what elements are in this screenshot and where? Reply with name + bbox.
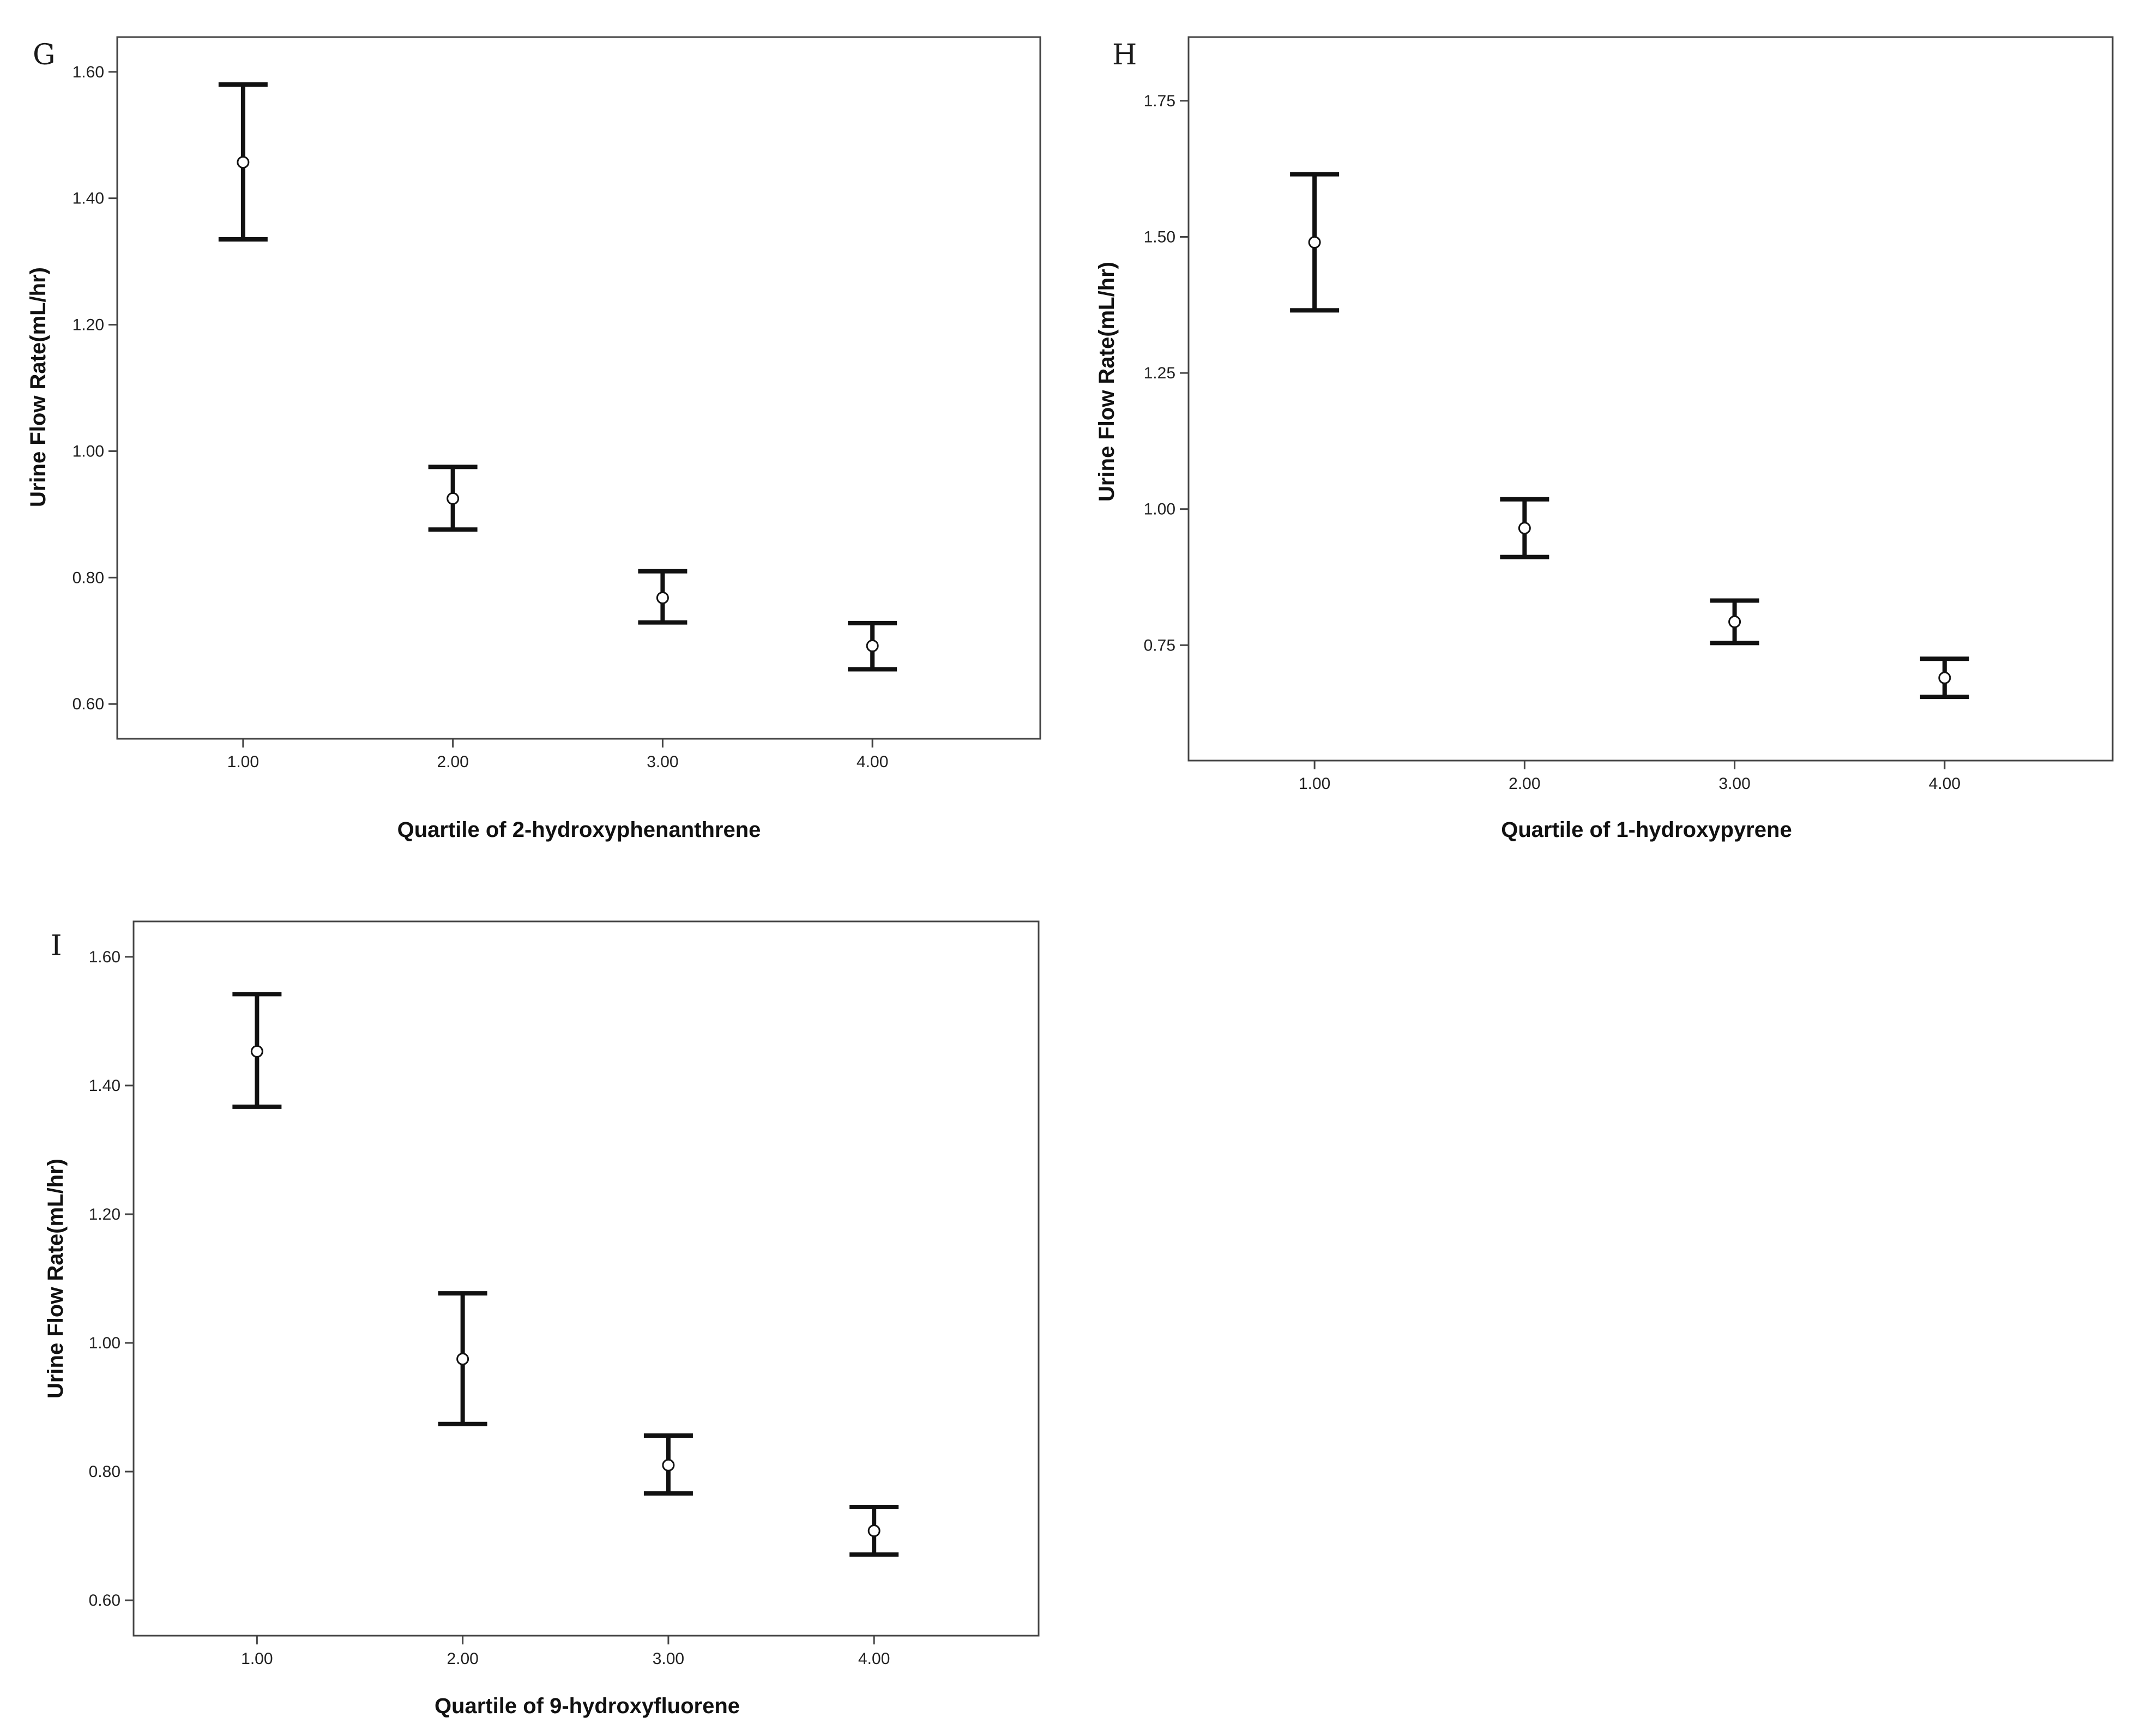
panel-letter-g: G (33, 39, 56, 71)
mean-marker-q3 (656, 591, 669, 604)
x-axis-label-g: Quartile of 2-hydroxyphenanthrene (397, 818, 761, 842)
y-tick-label: 1.40 (89, 1077, 120, 1095)
y-axis-label-g: Urine Flow Rate(mL/hr) (26, 267, 50, 507)
panel-g: G 0.60 0.80 1.00 1.20 1.40 1.60 1.00 2.00 3.00 4.… (26, 36, 1041, 842)
x-tick-label: 3.00 (653, 1650, 684, 1668)
y-tick-label: 1.60 (73, 63, 104, 81)
y-tick-label: 1.75 (1144, 92, 1175, 110)
y-tick-label: 1.00 (89, 1334, 120, 1352)
y-tick-label: 1.40 (73, 190, 104, 208)
mean-marker-q2 (447, 492, 460, 505)
x-tick-label: 4.00 (1929, 775, 1961, 793)
x-tick-label: 2.00 (447, 1650, 478, 1668)
y-tick-label: 0.80 (89, 1463, 120, 1481)
y-tick-label: 1.20 (89, 1205, 120, 1223)
y-tick-label: 0.75 (1144, 636, 1175, 654)
panel-h: H 0.75 1.00 1.25 1.50 1.75 1.00 2.00 3.00 4.00 Q… (1095, 36, 2114, 842)
x-tick-label: 1.00 (1299, 775, 1330, 793)
y-tick-label: 1.00 (1144, 501, 1175, 519)
plot-frame-g (116, 36, 1041, 740)
x-tick-label: 4.00 (858, 1650, 890, 1668)
mean-marker-q1 (1308, 236, 1321, 249)
mean-marker-q3 (662, 1458, 675, 1472)
y-tick-label: 0.60 (89, 1592, 120, 1610)
x-tick-label: 2.00 (437, 753, 468, 771)
x-tick-label: 4.00 (857, 753, 888, 771)
y-tick-label: 1.60 (89, 948, 120, 966)
plot-frame-h (1187, 36, 2114, 762)
plot-area-i: 0.60 0.80 1.00 1.20 1.40 1.60 1.00 2.00 3.00 4.00 (89, 920, 1040, 1668)
x-axis-label-h: Quartile of 1-hydroxypyrene (1501, 818, 1792, 842)
x-axis-label-i: Quartile of 9-hydroxyfluorene (435, 1694, 740, 1718)
y-tick-label: 1.25 (1144, 364, 1175, 382)
mean-marker-q1 (237, 156, 250, 169)
x-tick-label: 3.00 (1718, 775, 1750, 793)
y-tick-label: 0.80 (73, 569, 104, 587)
mean-marker-q4 (1938, 671, 1951, 684)
panel-letter-h: H (1112, 39, 1137, 71)
y-tick-label: 1.20 (73, 316, 104, 334)
mean-marker-q2 (456, 1353, 469, 1366)
x-tick-label: 1.00 (227, 753, 259, 771)
plot-frame-i (132, 920, 1040, 1637)
x-tick-label: 3.00 (647, 753, 678, 771)
mean-marker-q4 (866, 640, 879, 653)
mean-marker-q1 (250, 1045, 263, 1058)
panel-letter-i: I (51, 930, 62, 962)
x-tick-label: 1.00 (241, 1650, 273, 1668)
mean-marker-q3 (1728, 615, 1741, 628)
plot-area-h: 0.75 1.00 1.25 1.50 1.75 1.00 2.00 3.00 4.00 (1144, 36, 2114, 793)
panel-i: I 0.60 0.80 1.00 1.20 1.40 1.60 1.00 2.00 3.00 4.… (44, 920, 1040, 1718)
y-tick-label: 0.60 (73, 695, 104, 713)
y-tick-label: 1.00 (73, 442, 104, 460)
plot-area-g: 0.60 0.80 1.00 1.20 1.40 1.60 1.00 2.00 3.00 4.00 (73, 36, 1041, 771)
mean-marker-q2 (1518, 522, 1531, 535)
y-axis-label-h: Urine Flow Rate(mL/hr) (1095, 262, 1119, 502)
mean-marker-q4 (867, 1524, 880, 1538)
x-tick-label: 2.00 (1509, 775, 1540, 793)
y-axis-label-i: Urine Flow Rate(mL/hr) (44, 1159, 68, 1399)
y-tick-label: 1.50 (1144, 228, 1175, 246)
